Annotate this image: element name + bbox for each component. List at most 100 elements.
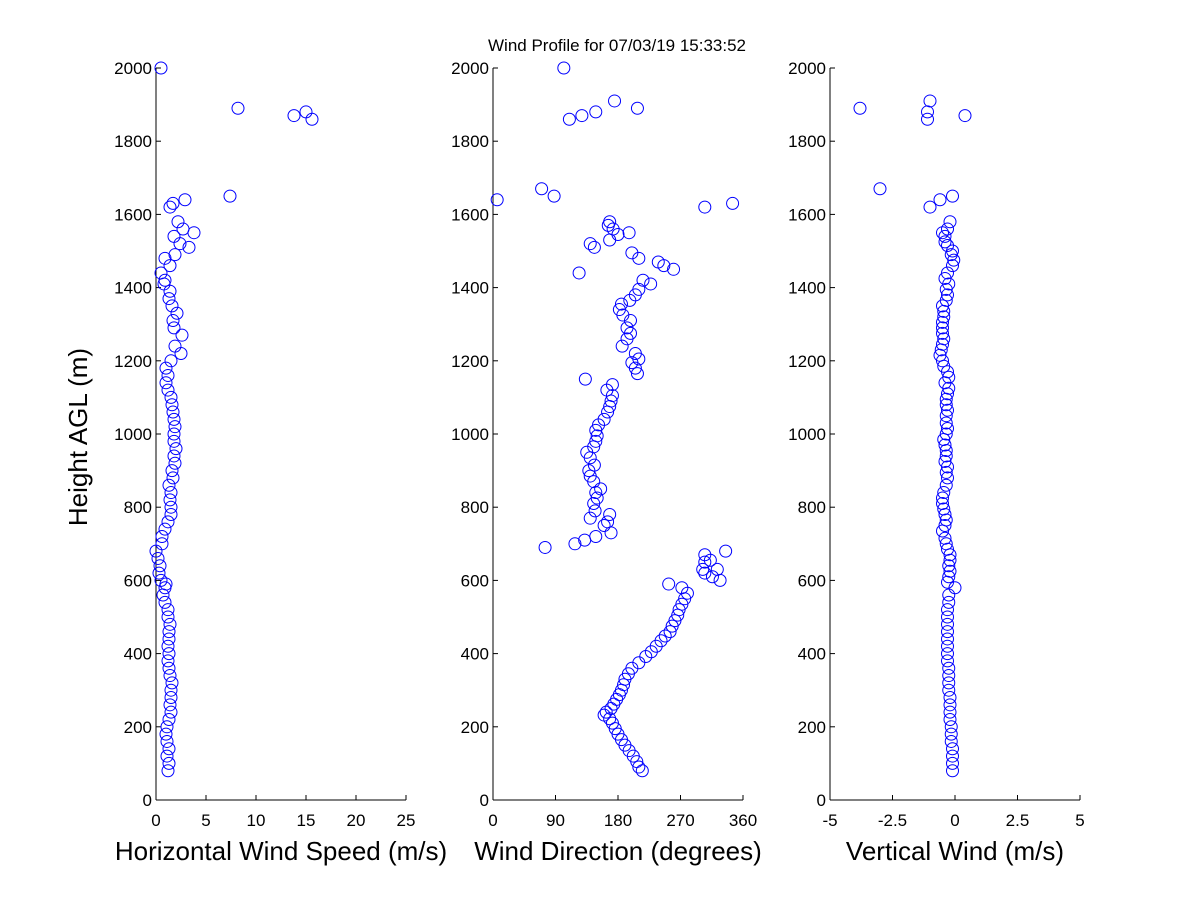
data-point	[939, 427, 953, 441]
data-point	[941, 266, 954, 280]
data-point	[939, 465, 953, 479]
data-point	[162, 742, 176, 756]
data-point	[168, 456, 182, 470]
data-point	[941, 603, 954, 617]
data-point	[163, 200, 177, 214]
data-point	[162, 292, 176, 306]
y-tick-label: 800	[798, 498, 826, 517]
panel-horizontal-wind-speed: 0 200 400 600 800 1000 1200 1400 1600 1800 2000 0 5 1…	[114, 59, 447, 866]
data-point	[938, 229, 952, 243]
data-point	[698, 566, 712, 580]
y-tick-label: 0	[480, 791, 489, 810]
data-point	[161, 639, 175, 653]
data-point	[167, 427, 181, 441]
x-tick-label: -5	[822, 811, 837, 830]
data-point	[941, 632, 954, 646]
data-point	[168, 248, 182, 262]
data-point	[158, 522, 172, 536]
y-tick-label: 600	[798, 571, 826, 590]
data-point	[936, 491, 949, 505]
data-point	[603, 508, 617, 522]
data-point	[942, 683, 956, 697]
data-point	[166, 405, 180, 419]
data-point	[588, 504, 602, 518]
data-point	[171, 215, 185, 229]
data-point	[941, 239, 954, 253]
data-point	[630, 367, 644, 381]
data-point	[662, 577, 676, 591]
data-point	[578, 372, 592, 386]
data-point	[587, 240, 601, 254]
data-point	[939, 293, 953, 307]
data-point	[943, 564, 957, 578]
data-point	[622, 226, 636, 240]
data-point	[597, 708, 611, 722]
data-point	[178, 193, 192, 207]
y-tick-label: 1800	[451, 132, 489, 151]
data-point	[938, 531, 952, 545]
data-point	[305, 112, 319, 126]
data-point	[163, 698, 177, 712]
y-tick-label: 1600	[114, 205, 152, 224]
x-tick-label: 5	[201, 811, 210, 830]
data-point	[946, 764, 959, 778]
data-point	[583, 237, 597, 251]
data-point	[625, 356, 639, 370]
data-point	[620, 321, 634, 335]
data-point	[163, 617, 177, 631]
data-point	[943, 705, 957, 719]
y-tick-label: 1200	[451, 352, 489, 371]
data-point	[161, 368, 175, 382]
data-point	[947, 253, 961, 267]
data-point	[162, 478, 176, 492]
data-point	[936, 354, 949, 368]
data-point	[632, 282, 646, 296]
data-point	[941, 617, 954, 631]
data-point	[942, 370, 956, 384]
x-tick-label: 20	[347, 811, 366, 830]
data-point	[161, 603, 175, 617]
data-point	[535, 182, 549, 196]
data-point	[547, 189, 561, 203]
data-point	[921, 112, 934, 126]
data-point	[608, 94, 622, 108]
data-point	[165, 299, 179, 313]
data-point	[154, 266, 168, 280]
data-point	[941, 625, 954, 639]
data-point	[161, 764, 175, 778]
data-point	[944, 734, 958, 748]
data-point	[167, 434, 181, 448]
data-point	[939, 478, 953, 492]
data-point	[853, 101, 867, 115]
y-tick-label: 800	[124, 498, 152, 517]
data-point	[936, 321, 949, 335]
data-point	[589, 486, 603, 500]
y-tick-label: 1600	[451, 205, 489, 224]
data-point	[152, 566, 166, 580]
data-point	[176, 222, 190, 236]
y-tick-label: 600	[461, 571, 489, 590]
x-axis-title: Horizontal Wind Speed (m/s)	[115, 836, 447, 866]
data-point	[161, 515, 175, 529]
data-point	[158, 273, 172, 287]
data-point	[941, 647, 954, 661]
data-point	[562, 112, 576, 126]
y-tick-label: 1800	[114, 132, 152, 151]
data-point	[698, 548, 712, 562]
data-point	[944, 727, 958, 741]
data-point	[164, 508, 178, 522]
data-point	[164, 691, 178, 705]
data-point	[941, 471, 954, 485]
data-point	[155, 537, 169, 551]
data-point	[166, 471, 180, 485]
data-point	[942, 661, 956, 675]
panel-vertical-wind: 0 200 400 600 800 1000 1200 1400 1600 1800 2000 -5 -…	[788, 59, 1085, 866]
data-point	[154, 61, 168, 75]
data-point	[166, 196, 180, 210]
data-point	[936, 326, 949, 340]
data-point	[938, 438, 952, 452]
data-point	[942, 570, 956, 584]
data-point	[946, 749, 959, 763]
